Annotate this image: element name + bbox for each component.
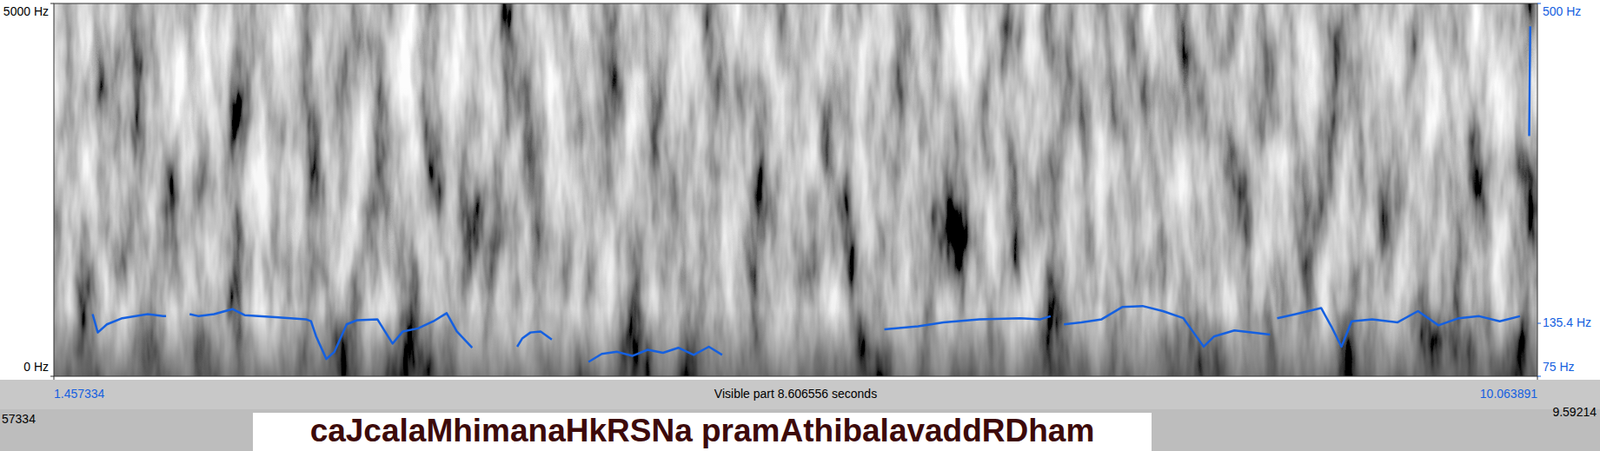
pitch-line (92, 26, 1531, 362)
x-tick-label: 1.457334 (53, 386, 106, 401)
title-box (252, 412, 1152, 451)
y2-tick-label: 75 Hz (1542, 359, 1575, 374)
start-time: 57334 (1, 411, 36, 426)
title: caJcalaMhimanaHkRSNa pramAthibalavaddRDh… (310, 412, 1096, 449)
chart: 0 Hz 5000 Hz 75 Hz 135.4 Hz 500 Hz 1.457334 10… (0, 0, 1600, 451)
plot-frame (53, 3, 1538, 377)
lower-strip (0, 409, 1600, 451)
y2-tick (1537, 376, 1541, 378)
spectrogram-shade (53, 3, 1538, 377)
y2-tick-label: 500 Hz (1542, 4, 1581, 19)
y-tick (50, 376, 54, 378)
plot-marks (92, 26, 1531, 362)
y2-tick (1537, 3, 1541, 5)
y-tick (50, 3, 54, 5)
y-tick-label: 5000 Hz (3, 4, 49, 19)
spectrogram (53, 3, 1538, 377)
x-tick (1537, 376, 1539, 380)
visible-part: Visible part 8.606556 seconds (714, 386, 877, 401)
time-strip (0, 379, 1600, 410)
x-tick (53, 376, 55, 380)
y-tick-label: 0 Hz (23, 359, 49, 374)
end-time: 9.59214 (1552, 404, 1597, 419)
x-tick-label: 10.063891 (1480, 386, 1538, 401)
y2-tick (1537, 323, 1541, 325)
y2-tick-label: 135.4 Hz (1542, 315, 1592, 330)
